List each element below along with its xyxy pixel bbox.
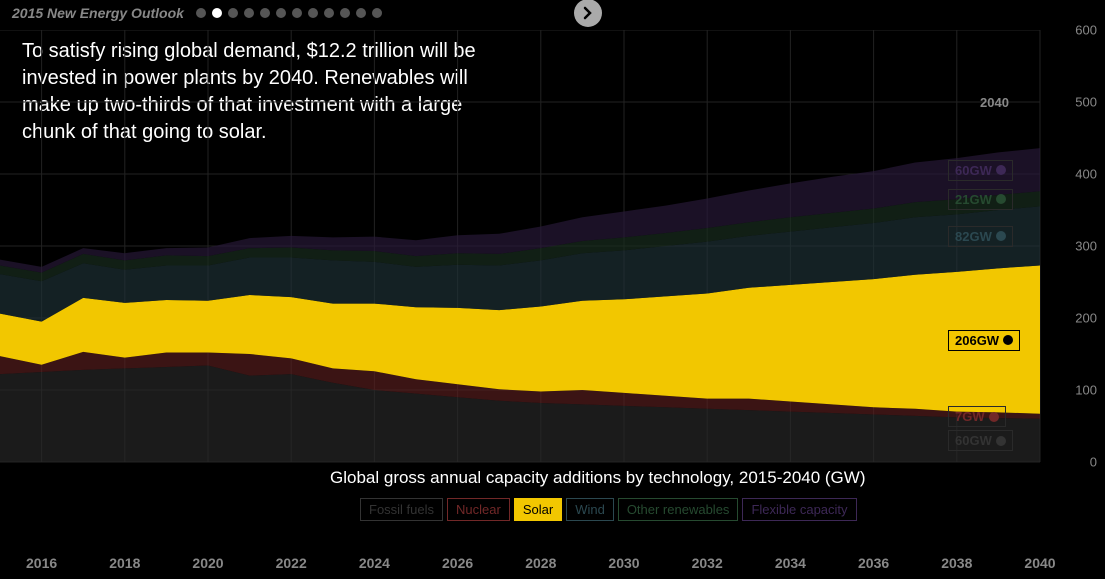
x-tick-label: 2034 bbox=[775, 555, 806, 571]
legend: Fossil fuelsNuclearSolarWindOther renewa… bbox=[360, 498, 857, 521]
y-tick-label: 200 bbox=[1075, 311, 1097, 326]
x-tick-label: 2024 bbox=[359, 555, 390, 571]
y-axis: 0100200300400500600 bbox=[1055, 30, 1105, 490]
x-tick-label: 2022 bbox=[276, 555, 307, 571]
x-tick-label: 2038 bbox=[941, 555, 972, 571]
pagination-dot[interactable] bbox=[356, 8, 366, 18]
pagination-dot[interactable] bbox=[244, 8, 254, 18]
pagination-dot[interactable] bbox=[292, 8, 302, 18]
pagination-dot[interactable] bbox=[340, 8, 350, 18]
chart-svg bbox=[0, 30, 1050, 520]
header-title: 2015 New Energy Outlook bbox=[12, 5, 184, 21]
x-tick-label: 2036 bbox=[858, 555, 889, 571]
pagination-dot[interactable] bbox=[196, 8, 206, 18]
pagination-dot[interactable] bbox=[260, 8, 270, 18]
x-tick-label: 2016 bbox=[26, 555, 57, 571]
pagination-dot[interactable] bbox=[308, 8, 318, 18]
x-tick-label: 2032 bbox=[692, 555, 723, 571]
pagination-dot[interactable] bbox=[372, 8, 382, 18]
x-tick-label: 2028 bbox=[525, 555, 556, 571]
y-tick-label: 600 bbox=[1075, 23, 1097, 38]
y-tick-label: 100 bbox=[1075, 383, 1097, 398]
y-tick-label: 400 bbox=[1075, 167, 1097, 182]
x-tick-label: 2026 bbox=[442, 555, 473, 571]
legend-item-nuclear[interactable]: Nuclear bbox=[447, 498, 510, 521]
x-tick-label: 2040 bbox=[1024, 555, 1055, 571]
pagination-dots bbox=[196, 8, 382, 18]
pagination-dot[interactable] bbox=[212, 8, 222, 18]
x-tick-label: 2030 bbox=[608, 555, 639, 571]
pagination-dot[interactable] bbox=[276, 8, 286, 18]
x-tick-label: 2020 bbox=[192, 555, 223, 571]
next-button[interactable] bbox=[574, 0, 602, 27]
chevron-right-icon bbox=[581, 6, 595, 20]
y-tick-label: 500 bbox=[1075, 95, 1097, 110]
pagination-dot[interactable] bbox=[228, 8, 238, 18]
chart-title: Global gross annual capacity additions b… bbox=[330, 468, 866, 488]
x-axis: 2016 2018 2020 2022 2024 2026 2028 2030 2032 2034… bbox=[0, 555, 1050, 575]
legend-item-flexible-capacity[interactable]: Flexible capacity bbox=[742, 498, 856, 521]
legend-item-fossil-fuels[interactable]: Fossil fuels bbox=[360, 498, 443, 521]
legend-item-wind[interactable]: Wind bbox=[566, 498, 614, 521]
stacked-area-chart bbox=[0, 30, 1050, 520]
y-tick-label: 300 bbox=[1075, 239, 1097, 254]
legend-item-other-renewables[interactable]: Other renewables bbox=[618, 498, 739, 521]
pagination-dot[interactable] bbox=[324, 8, 334, 18]
year-callout: 2040 bbox=[980, 95, 1009, 110]
x-tick-label: 2018 bbox=[109, 555, 140, 571]
legend-item-solar[interactable]: Solar bbox=[514, 498, 562, 521]
y-tick-label: 0 bbox=[1090, 455, 1097, 470]
